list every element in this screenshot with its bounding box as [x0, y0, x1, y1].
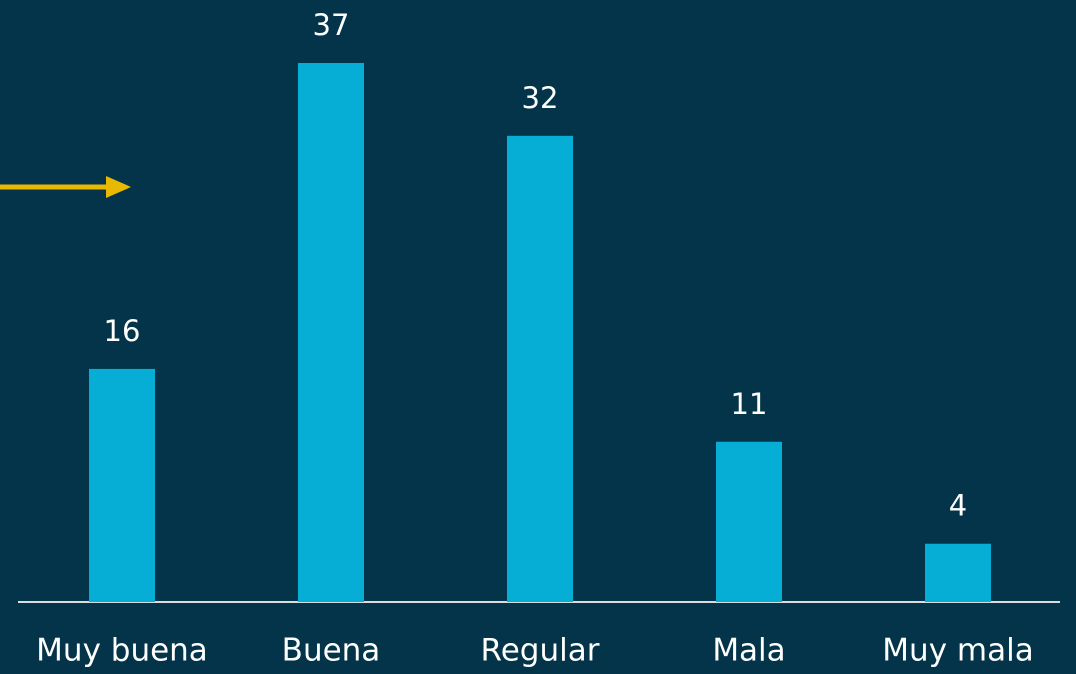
bar — [298, 63, 364, 602]
x-tick-label: Regular — [481, 633, 600, 669]
value-label: 32 — [522, 81, 559, 115]
x-tick-label: Muy mala — [882, 633, 1033, 669]
value-label: 37 — [313, 8, 350, 42]
x-tick-label: Buena — [282, 633, 381, 669]
bar — [925, 543, 991, 602]
bar — [716, 441, 782, 602]
arrow-head — [106, 176, 131, 198]
arrow — [0, 176, 131, 198]
value-label: 16 — [104, 314, 141, 348]
value-label: 4 — [949, 489, 967, 523]
value-label: 11 — [731, 387, 768, 421]
bar — [89, 368, 155, 602]
x-tick-label: Mala — [712, 633, 785, 669]
x-tick-label: Muy buena — [36, 633, 208, 669]
bar — [507, 135, 573, 603]
